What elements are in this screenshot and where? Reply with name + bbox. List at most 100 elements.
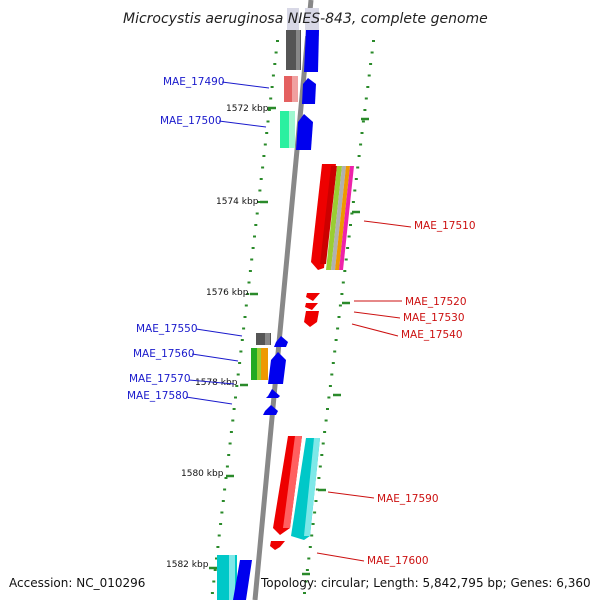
track-dot [212,580,216,583]
track-dot [331,362,335,364]
map-title: Microcystis aeruginosa NIES-843, complet… [123,11,488,27]
track-dot [351,201,355,203]
leader-line-mae-17590 [327,491,375,499]
leader-line-mae-17560 [191,353,239,362]
gene-label: MAE_17590 [377,493,439,505]
leader-line-mae-17570 [188,379,235,385]
gene-feature [339,166,354,270]
gene-feature [268,352,286,384]
gene-feature [305,8,319,36]
track-dot [246,293,250,295]
track-dot [366,86,370,88]
track-dot [315,488,319,491]
track-dot [334,339,338,341]
gene-feature-mae-17560 [251,348,259,380]
track-dot [320,454,324,456]
track-dot [303,592,306,594]
scale-label: 1578 kbp [195,378,238,388]
gene-feature-mae-17520 [306,293,320,301]
scale-label: 1582 kbp [166,560,209,570]
track-dot [221,500,225,502]
track-dot [232,408,236,410]
track-dot [250,258,254,261]
track-dot [274,51,278,54]
gene-feature-mae-17600 [270,541,285,550]
track-dot [251,247,255,249]
track-dot [344,258,348,261]
gene-label: MAE_17510 [414,220,476,232]
track-dot [328,385,332,387]
track-dot [327,396,331,399]
track-dot [248,270,252,272]
track-dot [326,408,329,410]
scale-ticks [209,106,369,576]
track-dot [235,385,239,387]
track-dot [265,132,269,134]
gene-feature-mae-17580 [263,405,278,415]
track-dot [347,235,351,238]
track-dot [310,534,314,537]
gene-label: MAE_17550 [136,323,198,335]
track-dot [263,143,267,146]
gene-feature [304,30,319,72]
gene-label: MAE_17560 [133,348,195,360]
leader-line-mae-17490 [221,81,270,89]
gene-feature [326,166,342,270]
track-dot [341,281,345,284]
track-dot [224,477,228,479]
accession-text: Accession: NC_010296 [9,576,145,590]
track-dot [333,350,337,353]
leader-lines [185,81,412,562]
scale-label: 1580 kbp [181,469,224,479]
track-dot [217,534,221,537]
track-dot [215,557,218,560]
track-dot [240,339,244,341]
track-dot [253,235,256,238]
reverse-strand-features [270,164,354,550]
track-dot [343,270,347,272]
track-dot [354,178,358,180]
leader-line-mae-17600 [316,552,365,562]
gene-feature-mae-17530 [305,303,318,310]
track-dot [257,201,260,203]
scale-label: 1576 kbp [206,288,249,298]
track-dot [216,546,220,548]
track-dot [369,63,373,65]
track-dot [313,511,317,514]
leader-line-mae-17540 [351,323,399,337]
track-dot [314,500,318,502]
track-dot [238,362,242,364]
gene-feature [233,560,252,600]
genome-summary-text: Topology: circular; Length: 5,842,795 bp… [260,576,591,590]
track-dot [359,143,363,146]
track-dot [259,178,263,180]
track-dot [330,373,334,376]
gene-feature [261,348,268,380]
track-dot [338,304,342,307]
track-dot [270,86,274,88]
track-dot [254,224,258,226]
gene-feature-mae-17570 [266,389,280,398]
track-dot [318,465,322,468]
track-dot [323,431,327,433]
track-dot [349,224,352,226]
track-dot [234,396,237,399]
track-dot [324,419,328,422]
gene-feature-mae-17540 [304,311,319,327]
track-dot [236,373,240,376]
track-dot [361,120,365,123]
gene-feature [265,333,270,345]
track-dot [258,189,262,192]
track-dot [231,419,235,422]
track-dot [340,293,344,295]
track-dot [247,281,251,284]
track-dot [372,40,375,42]
track-dot [227,454,231,456]
track-dot [228,442,232,445]
gene-label: MAE_17580 [127,390,189,402]
track-dot [350,212,354,215]
gene-feature [229,555,235,600]
gene-feature [304,438,320,536]
gene-feature [283,436,302,528]
